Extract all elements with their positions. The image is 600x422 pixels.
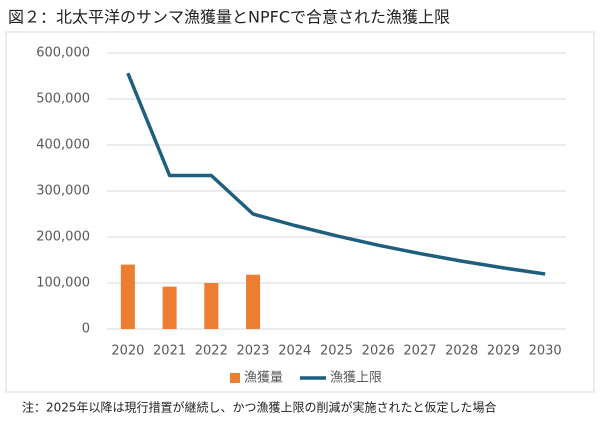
bar xyxy=(162,286,177,329)
y-tick-label: 0 xyxy=(82,322,90,337)
legend-label: 漁獲上限 xyxy=(330,371,382,386)
footnote: 注：2025年以降は現行措置が継続し、かつ漁獲上限の削減が実施されたと仮定した場… xyxy=(22,400,497,415)
y-tick-label: 100,000 xyxy=(36,276,90,291)
y-tick-label: 200,000 xyxy=(36,230,90,245)
bar xyxy=(204,283,219,329)
x-tick-label: 2024 xyxy=(278,344,311,359)
x-tick-label: 2021 xyxy=(153,344,186,359)
bar xyxy=(246,274,261,329)
x-tick-label: 2020 xyxy=(111,344,144,359)
x-tick-label: 2029 xyxy=(487,344,520,359)
x-tick-label: 2030 xyxy=(529,344,562,359)
y-tick-label: 400,000 xyxy=(36,138,90,153)
chart-frame xyxy=(5,31,595,393)
y-tick-label: 500,000 xyxy=(36,92,90,107)
x-tick-label: 2028 xyxy=(445,344,478,359)
legend-swatch xyxy=(230,373,240,383)
x-tick-label: 2026 xyxy=(362,344,395,359)
x-tick-label: 2023 xyxy=(236,344,269,359)
x-tick-label: 2022 xyxy=(195,344,228,359)
chart-title: 図２：北太平洋のサンマ漁獲量とNPFCで合意された漁獲上限 xyxy=(8,8,450,27)
bar xyxy=(120,264,135,329)
x-tick-label: 2027 xyxy=(403,344,436,359)
y-tick-label: 600,000 xyxy=(36,46,90,61)
legend-label: 漁獲量 xyxy=(244,371,283,386)
y-tick-label: 300,000 xyxy=(36,184,90,199)
x-tick-label: 2025 xyxy=(320,344,353,359)
line xyxy=(126,72,546,276)
